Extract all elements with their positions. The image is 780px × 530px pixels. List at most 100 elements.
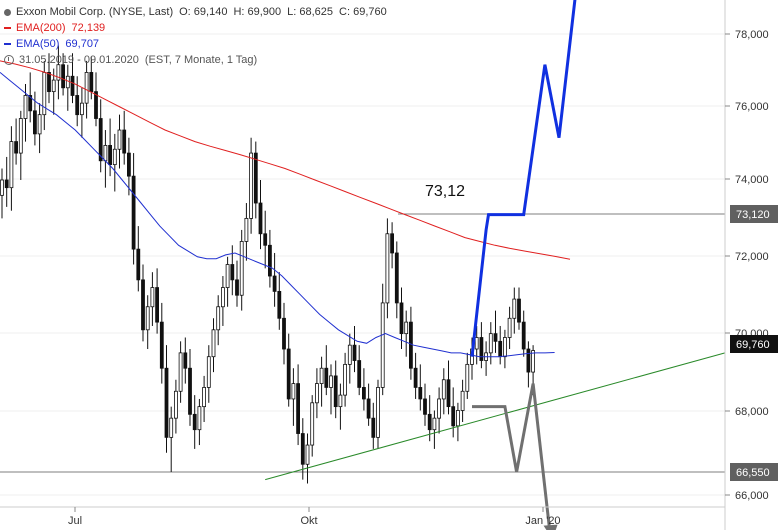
candle-body — [474, 337, 479, 350]
legend-ema200-name: EMA(200) — [16, 22, 66, 34]
price-label-resistance: 73,120 — [730, 205, 778, 223]
candle-body — [178, 352, 183, 392]
candle-body — [413, 367, 418, 388]
candle-body — [423, 398, 427, 415]
candle-body — [390, 233, 395, 254]
candle-body — [84, 72, 89, 104]
candle-body — [427, 413, 432, 431]
candle-body — [103, 145, 108, 162]
candle-body — [460, 390, 465, 411]
candle-body — [352, 344, 357, 361]
candle-body — [159, 321, 164, 369]
candle-body — [244, 217, 249, 242]
x-tick-label-okt: Okt — [300, 515, 317, 527]
legend-low: L: 68,625 — [287, 6, 334, 18]
candle-body — [361, 387, 366, 400]
candle-body — [300, 433, 305, 465]
candle-body — [258, 202, 263, 235]
price-label-support: 66,550 — [730, 463, 778, 481]
price-label-last-box — [730, 335, 778, 353]
candle-body — [220, 287, 225, 308]
x-tick-label-jan: Jan '20 — [525, 515, 560, 527]
candle-body — [531, 350, 535, 373]
candle-body — [65, 75, 70, 89]
candle-body — [291, 383, 296, 400]
candle-body — [56, 64, 61, 81]
candle-body — [61, 64, 65, 89]
candle-body — [502, 337, 507, 358]
candle-body — [206, 356, 211, 388]
legend-range-row: 31.05.2019 - 09.01.2020 (EST, 7 Monate, … — [4, 52, 393, 68]
candle-body — [89, 72, 94, 93]
candle-body — [394, 252, 399, 304]
legend-ema50-value: 69,707 — [65, 38, 100, 50]
candle-body — [155, 287, 160, 323]
y-tick-label-72000: 72,000 — [735, 251, 769, 263]
candle-body — [319, 367, 324, 384]
legend-high: H: 69,900 — [233, 6, 282, 18]
candle-body — [286, 348, 291, 400]
candle-body — [173, 390, 178, 419]
candle-body — [324, 367, 329, 388]
candle-body — [28, 95, 33, 112]
x-axis: Jul Okt Jan '20 — [0, 506, 725, 527]
y-tick-label-66000: 66,000 — [735, 490, 769, 502]
candle-body — [526, 348, 531, 373]
y-tick-label-76000: 76,000 — [735, 101, 769, 113]
candle-body — [314, 383, 319, 404]
legend-ema200-row: EMA(200) 72,139 — [4, 20, 393, 36]
clock-icon — [4, 55, 14, 65]
candle-body — [235, 279, 239, 296]
candle-body — [451, 406, 456, 427]
candle-body — [446, 379, 451, 408]
forecast-down-arrow — [472, 383, 552, 530]
candle-body — [333, 375, 338, 408]
candle-body — [188, 367, 192, 415]
candle-body — [197, 406, 202, 431]
candle-body — [117, 129, 122, 150]
price-label-last: 69,760 — [730, 335, 778, 353]
candle-body — [267, 244, 272, 277]
candle-body — [192, 413, 197, 431]
candle-body — [488, 333, 493, 354]
candle-body — [380, 302, 385, 388]
candle-body — [507, 317, 512, 338]
candle-body — [112, 148, 117, 166]
ema200-swatch-icon — [4, 27, 11, 29]
candle-body — [498, 340, 503, 358]
candle-body — [455, 410, 460, 427]
y-grid — [0, 33, 725, 496]
candle-body — [70, 75, 75, 96]
candle-body — [23, 95, 28, 119]
candle-body — [399, 302, 404, 335]
candle-body — [338, 394, 343, 408]
forecast-down-arrowhead — [543, 524, 558, 530]
candle-body — [0, 179, 4, 196]
candle-body — [272, 275, 277, 292]
series-dot-icon — [4, 8, 11, 16]
candle-body — [296, 383, 301, 434]
candle-body — [169, 417, 174, 438]
candle-body — [4, 179, 9, 189]
candle-body — [145, 306, 150, 331]
candle-body — [479, 337, 484, 361]
price-label-support-text: 66,550 — [736, 467, 770, 479]
candle-body — [14, 141, 19, 154]
candle-body — [150, 287, 155, 308]
candle-body — [202, 387, 207, 408]
ema200-line — [0, 60, 571, 260]
candle-body — [98, 118, 103, 162]
legend-range-note: (EST, 7 Monate, 1 Tag) — [144, 54, 258, 66]
candle-body — [127, 152, 131, 177]
price-label-resistance-box — [730, 205, 778, 223]
candle-body — [164, 367, 169, 438]
legend-range: 31.05.2019 - 09.01.2020 — [19, 54, 139, 66]
candle-body — [80, 102, 84, 116]
candle-body — [94, 91, 98, 119]
candle-body — [263, 233, 268, 246]
candle-body — [521, 321, 526, 350]
candle-body — [441, 379, 446, 400]
legend-ema200-value: 72,139 — [71, 22, 106, 34]
forecast-up-arrow — [470, 0, 577, 357]
